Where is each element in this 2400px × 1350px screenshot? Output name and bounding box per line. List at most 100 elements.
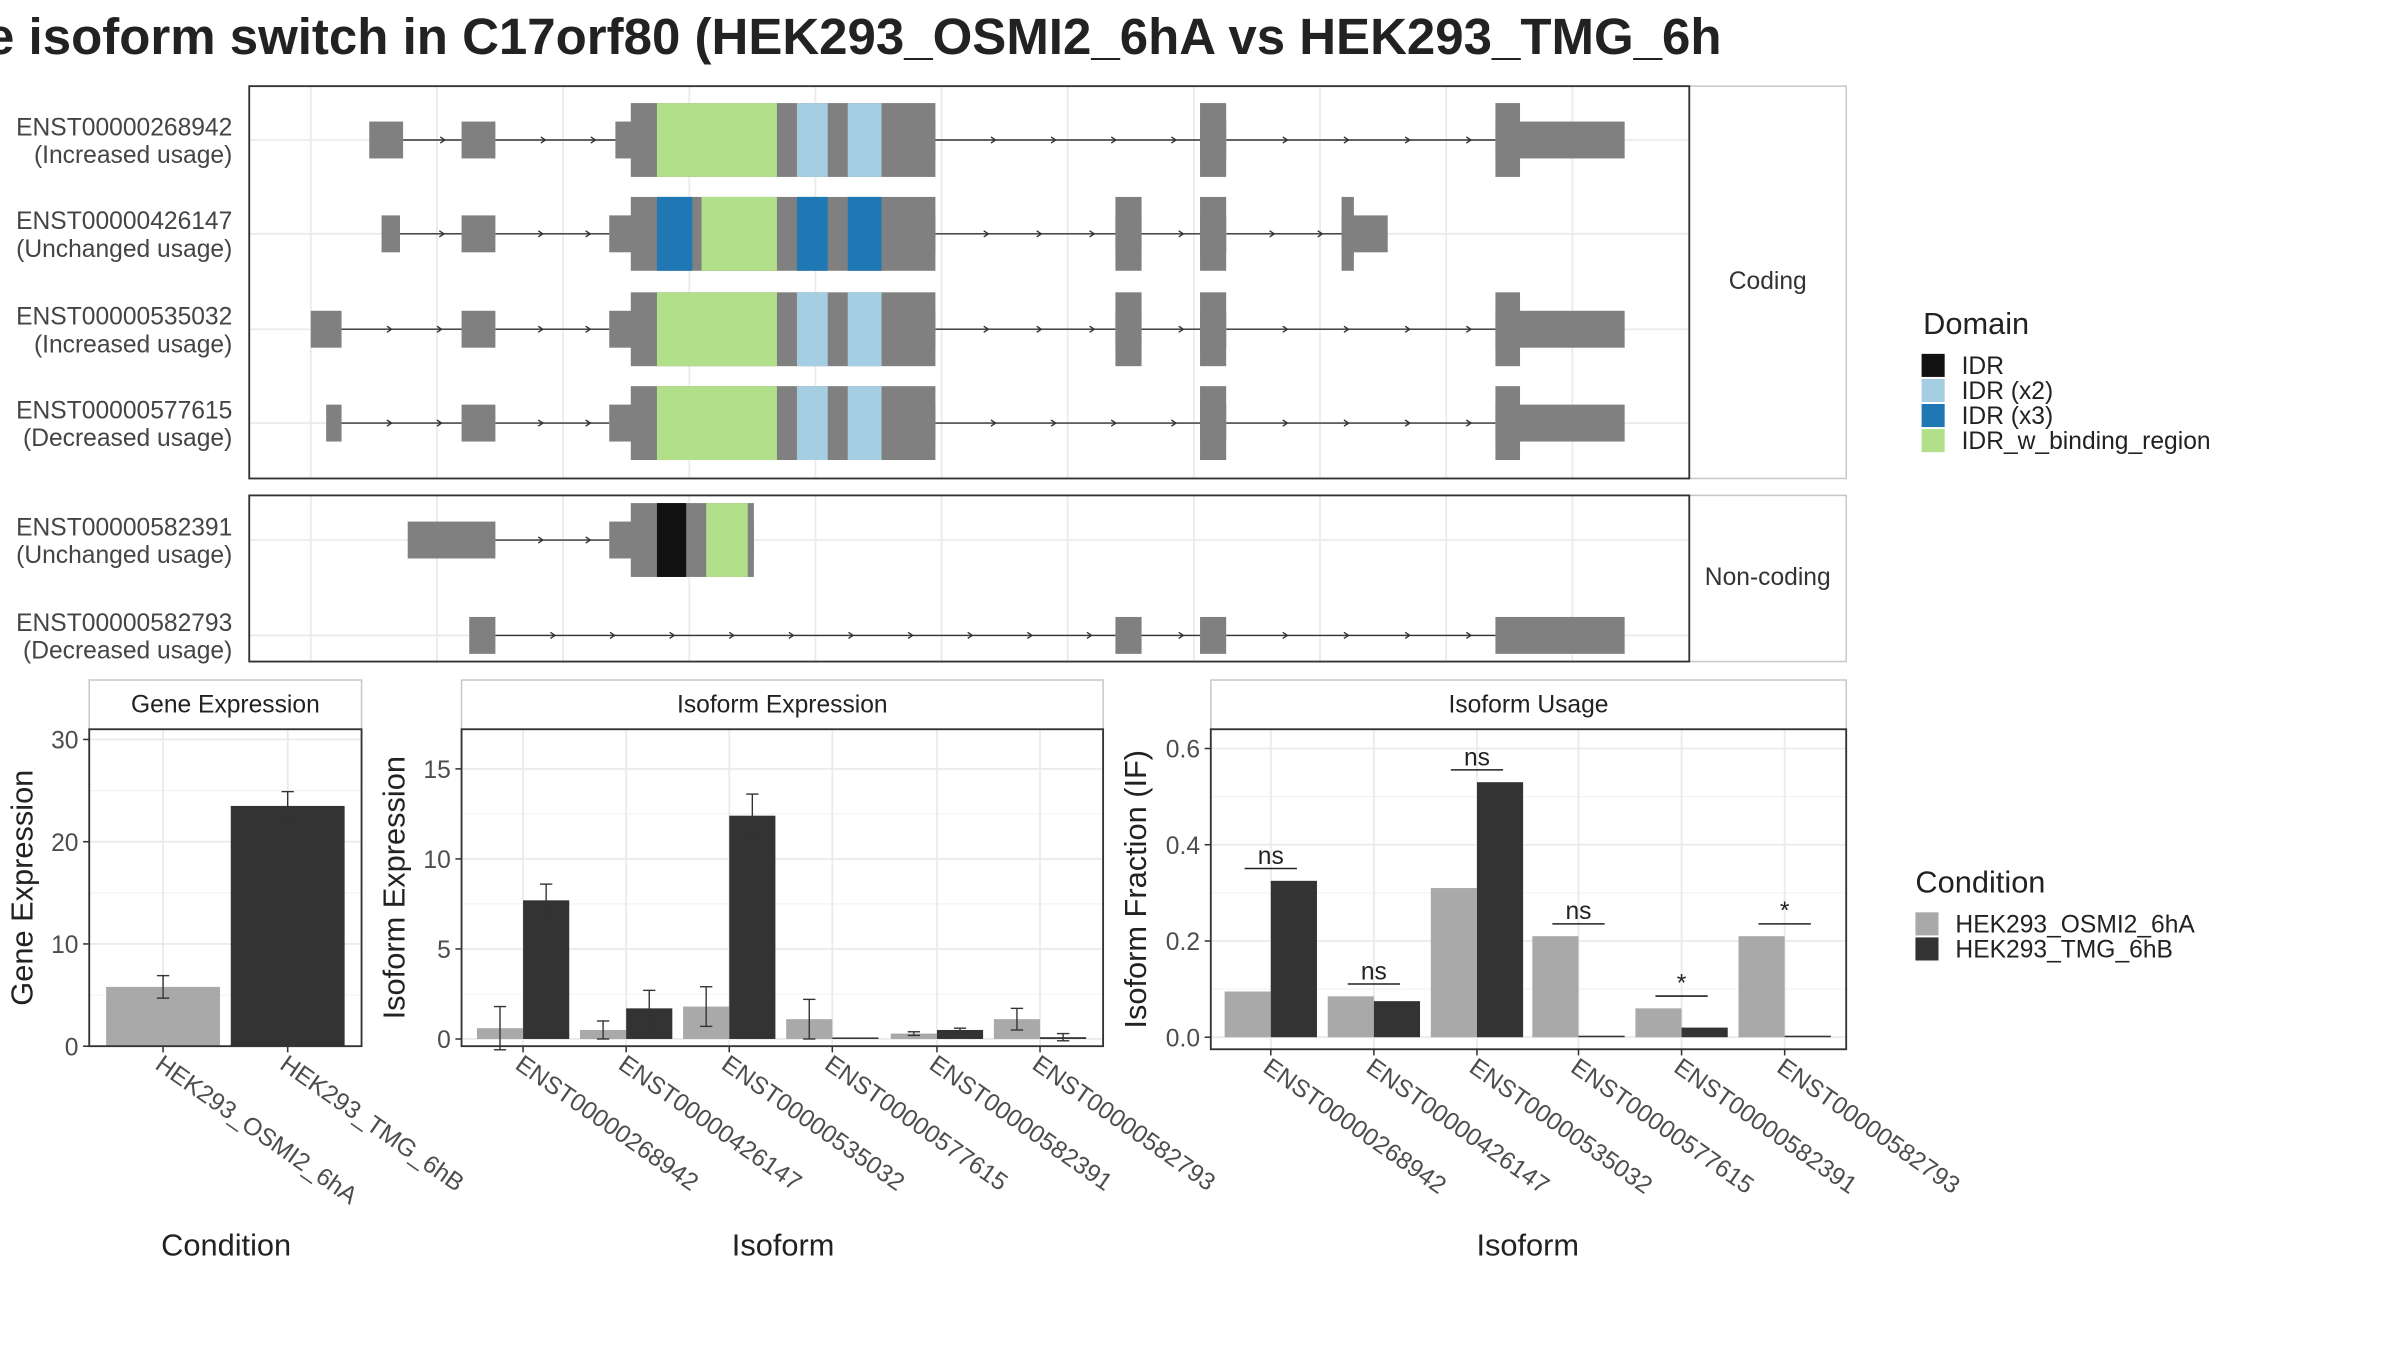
- intron-arrow: [1282, 631, 1289, 640]
- intron-arrow: [1086, 631, 1093, 640]
- legend-key: [1921, 404, 1945, 428]
- domain-idr-x2-: [796, 386, 828, 461]
- intron-arrow: [537, 419, 545, 427]
- bar-isoform-usage: [1270, 880, 1317, 1038]
- intron-arrow: [1170, 136, 1178, 144]
- transcript-ENST00000582391: ENST00000582391(Unchanged usage): [16, 503, 754, 577]
- exon: [1495, 616, 1625, 654]
- facet-label: Non-coding: [1705, 564, 1831, 591]
- bar-isoform-expression: [936, 1029, 984, 1039]
- intron-arrow: [1465, 419, 1473, 427]
- significance-label: ns: [1258, 843, 1284, 870]
- exon: [369, 121, 404, 159]
- intron-arrow: [1170, 419, 1178, 427]
- intron-arrow: [1343, 325, 1350, 333]
- y-axis-label: Gene Expression: [4, 770, 39, 1006]
- cds-block: [1115, 196, 1142, 271]
- intron-arrow: [438, 230, 446, 238]
- intron-arrow: [1404, 325, 1412, 333]
- x-tick-label: HEK293_OSMI2_6hA: [150, 1051, 362, 1211]
- significance-label: *: [1780, 898, 1790, 925]
- bar-isoform-expression: [523, 900, 570, 1039]
- bar-isoform-usage: [1738, 936, 1785, 1038]
- intron-arrow: [585, 536, 592, 544]
- domain-idr-x2-: [796, 292, 828, 367]
- significance-label: *: [1677, 970, 1687, 997]
- intron-arrow: [386, 325, 393, 333]
- cds-block: [1200, 196, 1227, 271]
- x-tick-label: ENST00000582793: [1772, 1054, 1965, 1200]
- transcript-id-label: ENST00000582793: [16, 610, 232, 637]
- legend-key: [1921, 378, 1945, 403]
- intron-arrow: [1343, 136, 1350, 144]
- bar-isoform-usage: [1430, 888, 1477, 1038]
- intron-arrow: [1036, 325, 1043, 333]
- intron-arrow: [1282, 419, 1289, 427]
- facet-strip: [1688, 494, 1847, 663]
- intron-arrow: [990, 136, 997, 144]
- y-tick-label: 0: [65, 1034, 79, 1061]
- x-axis-label: Isoform: [732, 1227, 835, 1262]
- bar-isoform-usage: [1476, 782, 1524, 1038]
- exon: [1115, 616, 1142, 654]
- cds-block: [1200, 386, 1227, 461]
- x-tick-label: ENST00000426147: [1361, 1054, 1554, 1200]
- legend-label: IDR_w_binding_region: [1962, 428, 2211, 455]
- x-tick-label: ENST00000268942: [510, 1051, 703, 1197]
- y-axis-label: Isoform Expression: [377, 756, 412, 1019]
- domain-idr-x2-: [796, 103, 828, 177]
- intron-arrow: [1178, 230, 1185, 238]
- significance-label: ns: [1566, 898, 1592, 925]
- bar-isoform-usage: [1327, 996, 1374, 1038]
- exon: [461, 310, 496, 348]
- significance-label: ns: [1464, 744, 1490, 771]
- exon: [461, 215, 496, 253]
- cds-block: [1200, 103, 1227, 177]
- domain-idr-w-binding-region: [656, 386, 777, 461]
- intron-arrow: [1465, 136, 1473, 144]
- legend-key: [1921, 429, 1945, 453]
- transcript-id-label: ENST00000535032: [16, 304, 232, 331]
- facet-label: Coding: [1729, 268, 1807, 295]
- chart-title-strip: [1210, 679, 1847, 731]
- intron-arrow: [1050, 419, 1057, 427]
- y-tick-label: 30: [51, 728, 78, 755]
- intron-arrow: [1404, 631, 1412, 640]
- y-tick-label: 0.4: [1166, 833, 1200, 860]
- exon: [407, 521, 496, 559]
- exon: [461, 121, 496, 159]
- x-tick-label: ENST00000577615: [1566, 1054, 1759, 1200]
- y-tick-label: 20: [51, 830, 78, 857]
- intron-arrow: [788, 631, 795, 640]
- bar-isoform-expression: [729, 815, 776, 1039]
- intron-arrow: [1317, 230, 1324, 238]
- transcript-ENST00000582793: ENST00000582793(Decreased usage): [16, 610, 1625, 664]
- bar-isoform-expression: [890, 1033, 937, 1039]
- legend-label: IDR (x3): [1962, 403, 2054, 430]
- exon: [310, 310, 342, 348]
- legend-label: HEK293_TMG_6hB: [1955, 936, 2173, 963]
- transcript-id-label: ENST00000426147: [16, 208, 232, 235]
- domain-idr-x2-: [847, 386, 882, 461]
- transcript-usage-label: (Decreased usage): [23, 425, 232, 452]
- y-tick-label: 0.0: [1166, 1025, 1200, 1052]
- bar-isoform-usage: [1578, 1035, 1625, 1038]
- intron-arrow: [1465, 631, 1473, 640]
- chart-title: Gene Expression: [131, 692, 320, 719]
- bar-isoform-usage: [1784, 1035, 1831, 1038]
- intron-arrow: [386, 419, 393, 427]
- x-tick-label: ENST00000582391: [1669, 1054, 1862, 1200]
- transcript-usage-label: (Unchanged usage): [16, 236, 232, 263]
- exon: [326, 404, 342, 442]
- x-axis-label: Condition: [161, 1227, 291, 1262]
- intron-arrow: [907, 631, 914, 640]
- bar-isoform-usage: [1373, 1001, 1421, 1038]
- intron-arrow: [1110, 419, 1118, 427]
- intron-arrow: [1269, 230, 1276, 238]
- legend-label: IDR (x2): [1962, 378, 2054, 405]
- intron-arrow: [585, 230, 592, 238]
- exon: [461, 404, 496, 442]
- x-tick-label: ENST00000535032: [1464, 1054, 1657, 1200]
- structure-panel-border: [248, 85, 1691, 480]
- transcript-usage-label: (Increased usage): [34, 331, 232, 358]
